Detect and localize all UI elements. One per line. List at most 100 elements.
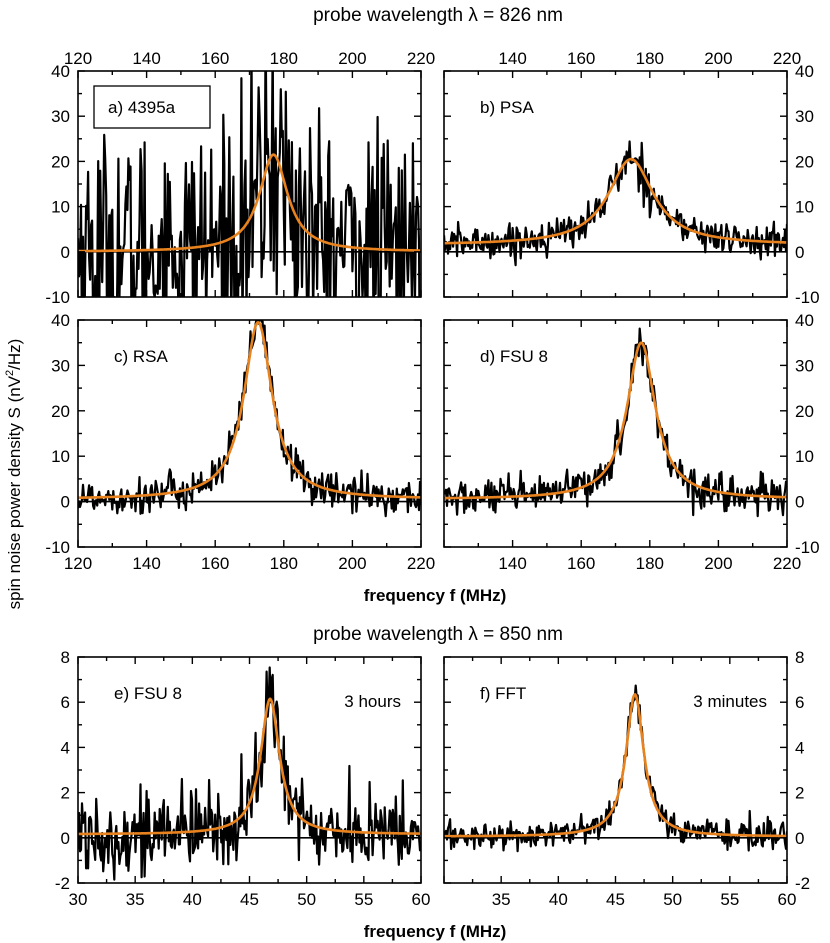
- y-axis-label-main: spin noise power density S (nV: [5, 375, 24, 609]
- y-tick-label-a-1: 0: [61, 243, 70, 262]
- header-826nm: probe wavelength λ = 826 nm: [313, 5, 563, 26]
- x-axis-label-bottom: frequency f (MHz): [364, 922, 507, 941]
- x-tick-label-e-5: 55: [354, 890, 373, 909]
- panel-label-b: b) PSA: [480, 98, 535, 117]
- x-tick-label-c-1: 140: [132, 554, 160, 573]
- panel-label-box-a: [93, 85, 211, 129]
- x-tick-label-e-2: 40: [183, 890, 202, 909]
- y-tick-label-a-2: 10: [51, 198, 70, 217]
- x-tick-label-f-3: 45: [606, 890, 625, 909]
- panel-label-a: a) 4395a: [108, 98, 176, 117]
- x-tick-label-top-b-2: 160: [567, 49, 595, 68]
- y-tick-label-d-3: 20: [795, 402, 814, 421]
- x-tick-label-c-0: 120: [64, 554, 92, 573]
- y-tick-label-c-0: -10: [45, 538, 70, 557]
- y-tick-label-e-4: 6: [61, 693, 70, 712]
- x-tick-label-d-5: 220: [773, 554, 801, 573]
- y-tick-label-b-1: 0: [795, 243, 804, 262]
- y-tick-label-f-2: 2: [795, 784, 804, 803]
- x-tick-label-c-3: 180: [270, 554, 298, 573]
- x-tick-label-top-b-3: 180: [636, 49, 664, 68]
- y-tick-label-b-0: -10: [795, 288, 820, 307]
- noise-trace-e: [78, 666, 421, 881]
- panel-b: 140 160 180 200 220 -10 0 10 20 30 40 b) PSA: [443, 49, 820, 307]
- x-tick-label-f-6: 60: [778, 890, 797, 909]
- x-tick-label-top-a-0: 120: [64, 49, 92, 68]
- y-tick-label-a-0: -10: [45, 288, 70, 307]
- x-tick-label-top-a-1: 140: [132, 49, 160, 68]
- panel-d: 140 160 180 200 220-10 0 10 20 30 40 d) FSU 8: [443, 311, 820, 573]
- x-tick-label-top-b-1: 140: [498, 49, 526, 68]
- x-tick-label-top-a-5: 220: [407, 49, 435, 68]
- x-axis-label-top: frequency f (MHz): [364, 586, 507, 605]
- noise-trace-b: [444, 140, 787, 267]
- y-tick-label-b-5: 40: [795, 62, 814, 81]
- x-tick-label-e-4: 50: [297, 890, 316, 909]
- x-tick-label-e-3: 45: [240, 890, 259, 909]
- panel-a: 120 140 160 180 200 220 -10 0 10 20 30 40 a) 4395a: [45, 49, 435, 307]
- y-tick-label-a-3: 20: [51, 152, 70, 171]
- fit-curve-f: [444, 693, 787, 838]
- x-tick-label-f-2: 40: [549, 890, 568, 909]
- y-tick-label-c-4: 30: [51, 356, 70, 375]
- panel-c: 120 140 160 180 200 220 -10 0 10 20 30 40 c) RSA: [45, 311, 435, 573]
- x-tick-label-e-0: 30: [69, 890, 88, 909]
- y-tick-label-c-5: 40: [51, 311, 70, 330]
- y-tick-label-c-3: 20: [51, 402, 70, 421]
- x-tick-label-f-5: 55: [720, 890, 739, 909]
- y-tick-label-c-1: 0: [61, 493, 70, 512]
- fit-curve-c: [78, 320, 421, 500]
- panel-label-e: e) FSU 8: [114, 684, 182, 703]
- x-tick-label-c-4: 200: [338, 554, 366, 573]
- y-tick-label-e-5: 8: [61, 648, 70, 667]
- x-tick-label-top-a-3: 180: [270, 49, 298, 68]
- x-tick-label-d-2: 160: [567, 554, 595, 573]
- panel-e: 30 35 40 45 50 55 60 -2 0 2 4 6 8 e) FSU 8 3 hours: [55, 648, 431, 909]
- y-tick-label-f-4: 6: [795, 693, 804, 712]
- panel-f: 35 40 45 50 55 60-2 0 2 4 6 8 f) FFT 3 minutes: [443, 648, 810, 909]
- x-tick-label-top-a-2: 160: [201, 49, 229, 68]
- y-tick-label-d-0: -10: [795, 538, 820, 557]
- x-tick-label-f-4: 50: [663, 890, 682, 909]
- y-tick-label-d-1: 0: [795, 493, 804, 512]
- y-tick-label-d-5: 40: [795, 311, 814, 330]
- noise-trace-d: [444, 327, 787, 518]
- x-tick-label-f-1: 35: [492, 890, 511, 909]
- y-tick-label-e-0: -2: [55, 874, 70, 893]
- x-tick-label-top-b-4: 200: [704, 49, 732, 68]
- y-tick-label-d-4: 30: [795, 356, 814, 375]
- y-tick-label-c-2: 10: [51, 447, 70, 466]
- panel-annotation-f: 3 minutes: [693, 692, 767, 711]
- x-tick-label-e-6: 60: [412, 890, 431, 909]
- y-tick-label-e-3: 4: [61, 738, 70, 757]
- y-axis-label-sup: 2: [4, 370, 16, 376]
- x-tick-label-d-1: 140: [498, 554, 526, 573]
- panel-label-c: c) RSA: [114, 347, 169, 366]
- y-axis-label-tail: /Hz): [5, 339, 24, 370]
- header-850nm: probe wavelength λ = 850 nm: [313, 624, 563, 645]
- x-tick-label-d-3: 180: [636, 554, 664, 573]
- fit-curve-d: [444, 341, 787, 500]
- x-tick-label-c-5: 220: [407, 554, 435, 573]
- panel-label-d: d) FSU 8: [480, 347, 548, 366]
- panel-annotation-e: 3 hours: [344, 692, 401, 711]
- noise-trace-c: [78, 320, 421, 518]
- noise-trace-a: [78, 71, 421, 297]
- x-tick-label-c-2: 160: [201, 554, 229, 573]
- y-tick-label-f-3: 4: [795, 738, 804, 757]
- y-tick-label-f-5: 8: [795, 648, 804, 667]
- fit-curve-e: [78, 697, 421, 836]
- y-tick-label-a-4: 30: [51, 107, 70, 126]
- y-axis-label: spin noise power density S (nV2/Hz): [4, 339, 24, 610]
- y-tick-label-b-4: 30: [795, 107, 814, 126]
- y-tick-label-e-1: 0: [61, 829, 70, 848]
- panel-label-f: f) FFT: [480, 684, 526, 703]
- y-tick-label-f-0: -2: [795, 874, 810, 893]
- y-tick-label-d-2: 10: [795, 447, 814, 466]
- y-tick-label-f-1: 0: [795, 829, 804, 848]
- fit-curve-b: [444, 157, 787, 245]
- x-tick-label-top-a-4: 200: [338, 49, 366, 68]
- y-tick-label-e-2: 2: [61, 784, 70, 803]
- y-tick-label-b-3: 20: [795, 152, 814, 171]
